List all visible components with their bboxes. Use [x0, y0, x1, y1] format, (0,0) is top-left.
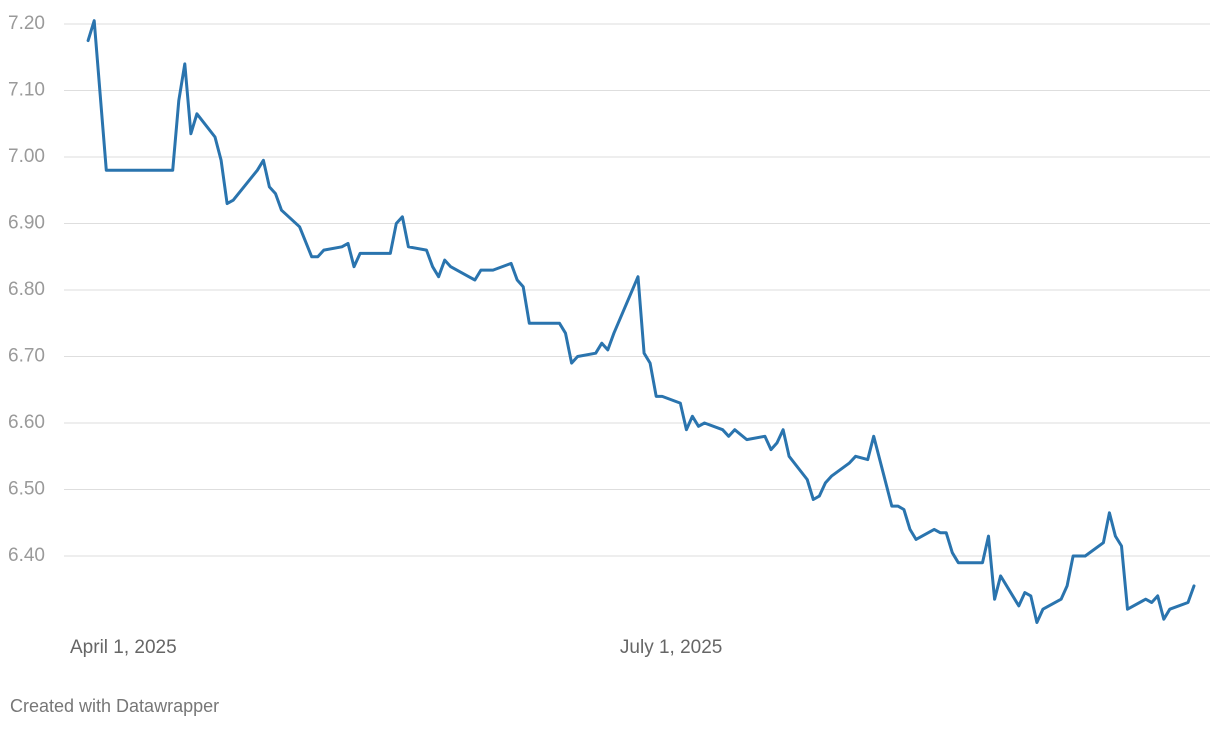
- y-tick-label: 6.50: [8, 479, 45, 500]
- y-tick-label: 6.40: [8, 545, 45, 566]
- plot: [86, 19, 1196, 624]
- y-tick-label: 6.60: [8, 412, 45, 433]
- grid: 6.40 6.50 6.60 6.70 6.80 6.90 7.00 7.10 7.20 Apri…: [8, 13, 1210, 658]
- x-tick-label: April 1, 2025: [70, 637, 177, 658]
- x-tick-label: July 1, 2025: [620, 637, 722, 658]
- y-tick-label: 6.70: [8, 346, 45, 367]
- line: [86, 19, 1196, 624]
- y-tick-label: 7.00: [8, 146, 45, 167]
- y-tick-label: 6.90: [8, 213, 45, 234]
- y-tick-label: 7.10: [8, 80, 45, 101]
- source: Created with Datawrapper: [10, 696, 219, 716]
- y-tick-label: 7.20: [8, 13, 45, 34]
- y-tick-label: 6.80: [8, 279, 45, 300]
